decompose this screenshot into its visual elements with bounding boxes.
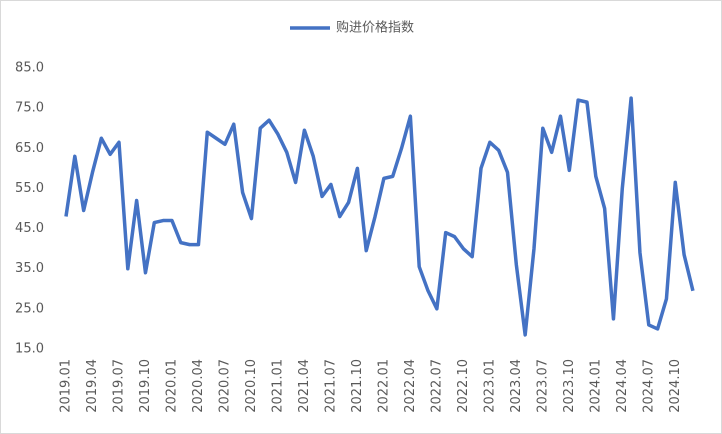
x-tick-label: 2024.07 <box>641 359 656 413</box>
data-line <box>64 96 695 337</box>
x-tick-label: 2023.01 <box>482 359 497 413</box>
x-tick-label: 2021.10 <box>350 359 365 413</box>
y-tick-label: 85.0 <box>15 61 44 76</box>
x-tick-label: 2022.04 <box>403 359 418 413</box>
x-tick-label: 2019.07 <box>111 359 126 413</box>
x-tick-label: 2023.04 <box>509 359 524 413</box>
y-tick-label: 25.0 <box>15 301 44 316</box>
x-tick-label: 2019.10 <box>138 359 153 413</box>
x-tick-label: 2022.10 <box>456 359 471 413</box>
x-tick-label: 2023.07 <box>535 359 550 413</box>
x-tick-label: 2021.01 <box>270 359 285 413</box>
y-tick-label: 35.0 <box>15 261 44 276</box>
x-tick-label: 2022.01 <box>376 359 391 413</box>
x-tick-label: 2019.04 <box>85 359 100 413</box>
x-tick-label: 2020.01 <box>164 359 179 413</box>
y-tick-label: 45.0 <box>15 221 44 236</box>
x-tick-label: 2021.04 <box>297 359 312 413</box>
y-tick-label: 65.0 <box>15 141 44 156</box>
x-tick-label: 2024.04 <box>615 359 630 413</box>
x-tick-label: 2020.10 <box>244 359 259 413</box>
x-tick-label: 2019.01 <box>59 359 74 413</box>
x-tick-label: 2021.07 <box>323 359 338 413</box>
x-tick-label: 2020.04 <box>191 359 206 413</box>
x-tick-label: 2024.10 <box>668 359 683 413</box>
x-tick-label: 2024.01 <box>588 359 603 413</box>
x-tick-label: 2022.07 <box>429 359 444 413</box>
legend-label: 购进价格指数 <box>336 20 414 36</box>
y-tick-label: 75.0 <box>15 101 44 116</box>
x-tick-label: 2023.10 <box>562 359 577 413</box>
y-tick-label: 55.0 <box>15 181 44 196</box>
x-tick-label: 2020.07 <box>217 359 232 413</box>
y-tick-label: 15.0 <box>15 342 44 357</box>
